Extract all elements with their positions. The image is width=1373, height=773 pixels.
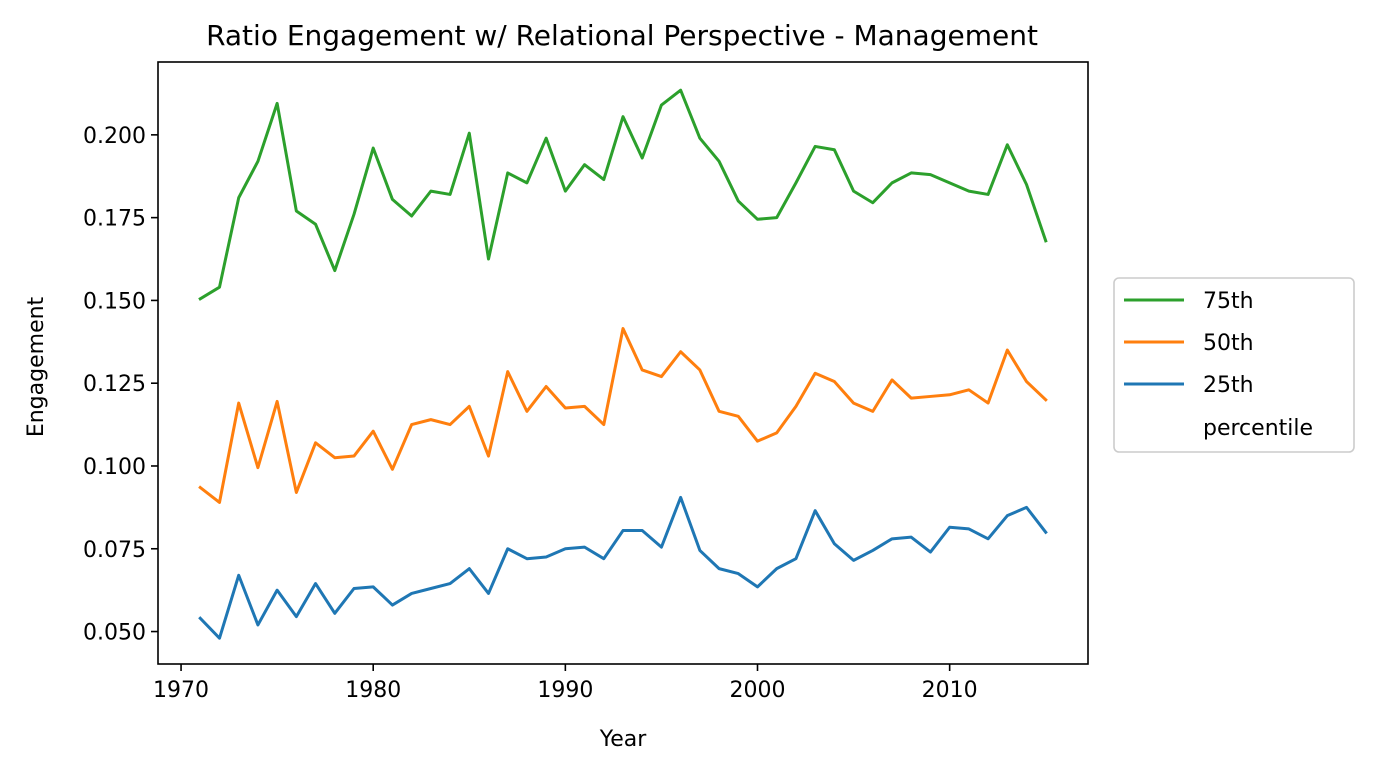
- x-tick-label: 1980: [345, 678, 401, 703]
- legend-label-percentile: percentile: [1203, 416, 1313, 441]
- y-tick-label: 0.050: [83, 621, 146, 646]
- chart-title: Ratio Engagement w/ Relational Perspecti…: [206, 19, 1038, 52]
- y-tick-label: 0.150: [83, 289, 146, 314]
- y-tick-label: 0.175: [83, 207, 146, 232]
- legend-label-25th: 25th: [1203, 373, 1254, 398]
- x-tick-label: 1990: [537, 678, 593, 703]
- series-line-75th: [198, 88, 1048, 301]
- plot-frame: [157, 61, 1089, 665]
- y-axis-label: Engagement: [24, 296, 49, 437]
- y-axis-ticks: 0.050 0.075 0.100 0.125 0.150 0.175 0.200: [83, 124, 158, 646]
- legend-box: [1113, 277, 1355, 453]
- series-layer: [198, 88, 1048, 640]
- y-tick-label: 0.125: [83, 372, 146, 397]
- series-line-50th: [198, 327, 1048, 504]
- plot-area: [158, 62, 1088, 664]
- x-tick-label: 2010: [922, 678, 978, 703]
- legend: 75th 50th 25th percentile: [1113, 277, 1355, 453]
- series-line-25th: [198, 495, 1048, 640]
- y-tick-label: 0.075: [83, 538, 146, 563]
- y-tick-label: 0.200: [83, 124, 146, 149]
- legend-label-50th: 50th: [1203, 331, 1254, 356]
- x-tick-label: 2000: [730, 678, 786, 703]
- x-tick-label: 1970: [153, 678, 209, 703]
- x-axis-ticks: 1970 1980 1990 2000 2010: [153, 664, 978, 703]
- x-axis-label: Year: [599, 727, 648, 752]
- legend-label-75th: 75th: [1203, 289, 1254, 314]
- y-tick-label: 0.100: [83, 455, 146, 480]
